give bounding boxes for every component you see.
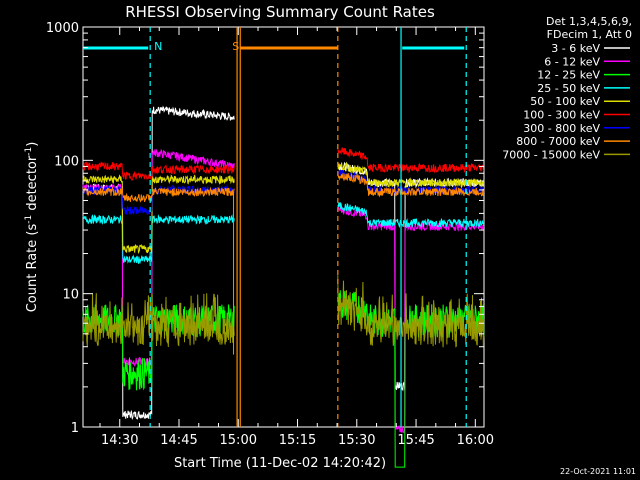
series-7000-15000keV <box>82 275 485 348</box>
legend: Det 1,3,4,5,6,9, FDecim 1, Att 0 3 - 6 k… <box>502 15 632 161</box>
series-path-4-seg0 <box>82 174 235 254</box>
legend-entry-6: 300 - 800 keV <box>523 122 600 135</box>
series-25-50keV <box>82 202 485 264</box>
annotation-label-S: S <box>232 40 239 53</box>
y-tick-label-3: 1000 <box>46 21 79 36</box>
series-path-5-seg0 <box>82 161 235 181</box>
series-path-4-seg1 <box>337 161 485 189</box>
series-path-7-seg0 <box>82 186 235 203</box>
x-tick-label-2: 15:00 <box>220 433 257 448</box>
x-tick-label-1: 14:45 <box>160 433 197 448</box>
legend-entry-0: 3 - 6 keV <box>551 42 600 55</box>
legend-entry-1: 6 - 12 keV <box>544 55 600 68</box>
series-path-0-seg1 <box>337 161 485 392</box>
chart-title: RHESSI Observing Summary Count Rates <box>125 3 435 21</box>
x-tick-label-3: 15:15 <box>279 433 316 448</box>
y-tick-label-2: 100 <box>54 154 79 169</box>
x-tick-label-5: 15:45 <box>397 433 434 448</box>
legend-entry-7: 800 - 7000 keV <box>516 135 600 148</box>
series-path-8-seg0 <box>82 293 235 348</box>
legend-header-line-2: FDecim 1, Att 0 <box>547 28 632 41</box>
series-path-7-seg1 <box>337 172 485 198</box>
annotation-label-N: N <box>154 40 162 53</box>
y-axis-label: Count Rate (s-1 detector-1) <box>24 142 40 313</box>
x-tick-label-4: 15:30 <box>338 433 375 448</box>
series-path-3-seg0 <box>82 214 235 264</box>
series-path-3-seg1 <box>337 202 485 229</box>
x-axis-label: Start Time (11-Dec-02 14:20:42) <box>174 456 386 471</box>
series-path-1-seg1 <box>337 205 485 434</box>
x-tick-label-6: 16:00 <box>457 433 494 448</box>
data-layer <box>82 105 485 468</box>
series-path-5-seg1 <box>337 147 485 174</box>
legend-entry-4: 50 - 100 keV <box>530 95 600 108</box>
x-tick-label-0: 14:30 <box>101 433 138 448</box>
footer-timestamp: 22-Oct-2021 11:01 <box>560 467 636 476</box>
series-800-7000keV <box>82 172 485 203</box>
legend-entry-5: 100 - 300 keV <box>523 109 600 122</box>
series-50-100keV <box>82 161 485 254</box>
series-path-8-seg1 <box>337 275 485 348</box>
legend-header-line-1: Det 1,3,4,5,6,9, <box>546 15 632 28</box>
axis-layer: 14:30 14:45 15:00 15:15 15:30 15:45 16:00 1 10 10… <box>46 21 494 448</box>
y-tick-label-1: 10 <box>62 288 79 303</box>
series-100-300keV <box>82 147 485 181</box>
y-tick-label-0: 1 <box>71 421 79 436</box>
legend-entry-2: 12 - 25 keV <box>537 69 600 82</box>
legend-entry-3: 25 - 50 keV <box>537 82 600 95</box>
legend-entry-8: 7000 - 15000 keV <box>502 148 600 161</box>
